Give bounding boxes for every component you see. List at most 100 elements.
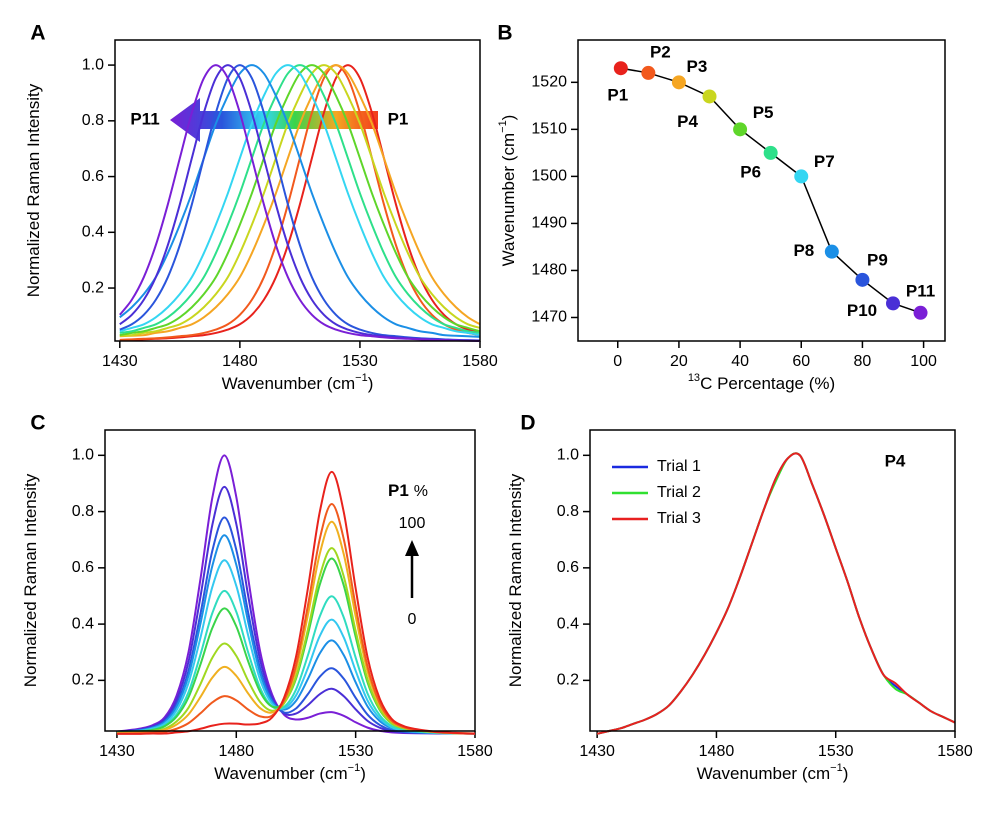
data-point xyxy=(913,305,928,320)
axis-label: Wavenumber (cm−1) xyxy=(497,115,519,267)
y-tick-label: 0.8 xyxy=(82,112,104,129)
y-tick-label: 1.0 xyxy=(557,447,579,464)
x-tick-label: 1430 xyxy=(99,743,135,760)
axis-label-part: Normalized Raman Intensity xyxy=(21,473,40,687)
axis-label-superscript: 13 xyxy=(688,372,700,384)
axis-label-part: Wavenumber (cm xyxy=(697,764,831,783)
point-label: P9 xyxy=(867,250,888,269)
point-label: P2 xyxy=(650,42,671,61)
x-tick-label: 60 xyxy=(792,353,810,370)
y-tick-label: 0.4 xyxy=(82,224,104,241)
x-tick-label: 1430 xyxy=(579,743,615,760)
panel-letter: D xyxy=(520,412,535,435)
legend-label: Trial 2 xyxy=(657,484,701,501)
axis-label-superscript: −1 xyxy=(355,372,368,384)
y-tick-label: 0.2 xyxy=(72,672,94,689)
y-tick-label: 0.2 xyxy=(82,279,104,296)
panel-letter: B xyxy=(497,22,512,45)
y-tick-label: 1.0 xyxy=(72,447,94,464)
plot-frame xyxy=(577,39,946,342)
x-tick-label: 20 xyxy=(670,353,688,370)
x-tick-label: 1530 xyxy=(342,353,378,370)
point-label: P11 xyxy=(906,281,935,300)
spectrum-line xyxy=(116,534,476,735)
x-tick-label: 1480 xyxy=(218,743,254,760)
axis-label: Wavenumber (cm−1) xyxy=(222,372,374,394)
arrow-bottom-label: 0 xyxy=(408,611,417,628)
data-point xyxy=(763,145,778,160)
x-tick-label: 40 xyxy=(731,353,749,370)
y-tick-label: 0.6 xyxy=(72,559,94,576)
axis-label-part: Normalized Raman Intensity xyxy=(506,473,525,687)
axis-label-part: ) xyxy=(360,764,366,783)
data-point xyxy=(794,169,809,184)
axis-label-part: Normalized Raman Intensity xyxy=(24,83,43,297)
y-tick-label: 1470 xyxy=(531,309,567,326)
axis-label-superscript: −1 xyxy=(497,120,509,133)
arrow-title: P1% xyxy=(388,481,428,500)
data-point xyxy=(671,75,686,90)
y-tick-label: 1490 xyxy=(531,215,567,232)
y-tick-label: 1520 xyxy=(531,74,567,91)
point-label: P8 xyxy=(793,241,814,260)
data-point xyxy=(824,244,839,259)
arrow-label: P1 xyxy=(388,109,409,128)
axis-label: 13C Percentage (%) xyxy=(688,372,835,394)
sample-label: P4 xyxy=(885,451,906,470)
legend-label: Trial 3 xyxy=(657,510,701,527)
arrow-title-bold: P1 xyxy=(388,481,409,500)
spectrum-line xyxy=(116,547,476,735)
point-label: P10 xyxy=(847,301,877,320)
spectrum-line xyxy=(119,64,481,342)
data-point xyxy=(733,122,748,137)
x-tick-label: 1480 xyxy=(699,743,735,760)
axis-label-part: ) xyxy=(368,374,374,393)
spectrum-line xyxy=(119,64,481,338)
axis-label-part: Wavenumber (cm xyxy=(214,764,348,783)
arrow-label: P11 xyxy=(130,109,159,128)
axis-label-part: ) xyxy=(499,115,518,121)
axis-label-superscript: −1 xyxy=(830,762,843,774)
arrow-top-label: 100 xyxy=(399,515,426,532)
point-label: P7 xyxy=(814,152,835,171)
data-point xyxy=(855,272,870,287)
y-tick-label: 0.8 xyxy=(557,503,579,520)
plot-frame xyxy=(589,429,956,732)
x-tick-label: 1480 xyxy=(222,353,258,370)
spectrum-line xyxy=(119,64,481,334)
arrow-title-unit: % xyxy=(414,483,428,500)
y-tick-label: 0.8 xyxy=(72,503,94,520)
axis-label-part: Wavenumber (cm xyxy=(222,374,356,393)
data-point xyxy=(613,61,628,76)
x-tick-label: 1530 xyxy=(338,743,374,760)
panel-letter: A xyxy=(30,22,45,45)
y-tick-label: 1510 xyxy=(531,121,567,138)
x-tick-label: 1580 xyxy=(457,743,493,760)
y-tick-label: 0.4 xyxy=(557,615,579,632)
spectrum-line xyxy=(596,452,956,735)
axis-label-part: ) xyxy=(843,764,849,783)
c-arrow-head xyxy=(405,540,419,556)
axis-label: Normalized Raman Intensity xyxy=(24,83,43,297)
data-point xyxy=(702,89,717,104)
axis-label: Normalized Raman Intensity xyxy=(21,473,40,687)
spectrum-line xyxy=(119,64,481,337)
y-tick-label: 0.2 xyxy=(557,672,579,689)
gradient-arrow xyxy=(170,98,378,142)
axis-label-part: Wavenumber (cm xyxy=(499,133,518,267)
x-tick-label: 0 xyxy=(613,353,622,370)
point-label: P3 xyxy=(687,57,708,76)
point-label: P1 xyxy=(607,86,628,105)
x-tick-label: 1580 xyxy=(462,353,498,370)
plot-frame xyxy=(114,39,481,342)
legend-label: Trial 1 xyxy=(657,458,701,475)
data-point xyxy=(641,65,656,80)
y-tick-label: 0.6 xyxy=(82,168,104,185)
point-label: P5 xyxy=(753,103,774,122)
x-tick-label: 100 xyxy=(910,353,937,370)
y-tick-label: 0.4 xyxy=(72,615,94,632)
axis-label-superscript: −1 xyxy=(348,762,361,774)
point-label: P4 xyxy=(677,112,698,131)
x-tick-label: 1530 xyxy=(818,743,854,760)
x-tick-label: 1580 xyxy=(937,743,973,760)
